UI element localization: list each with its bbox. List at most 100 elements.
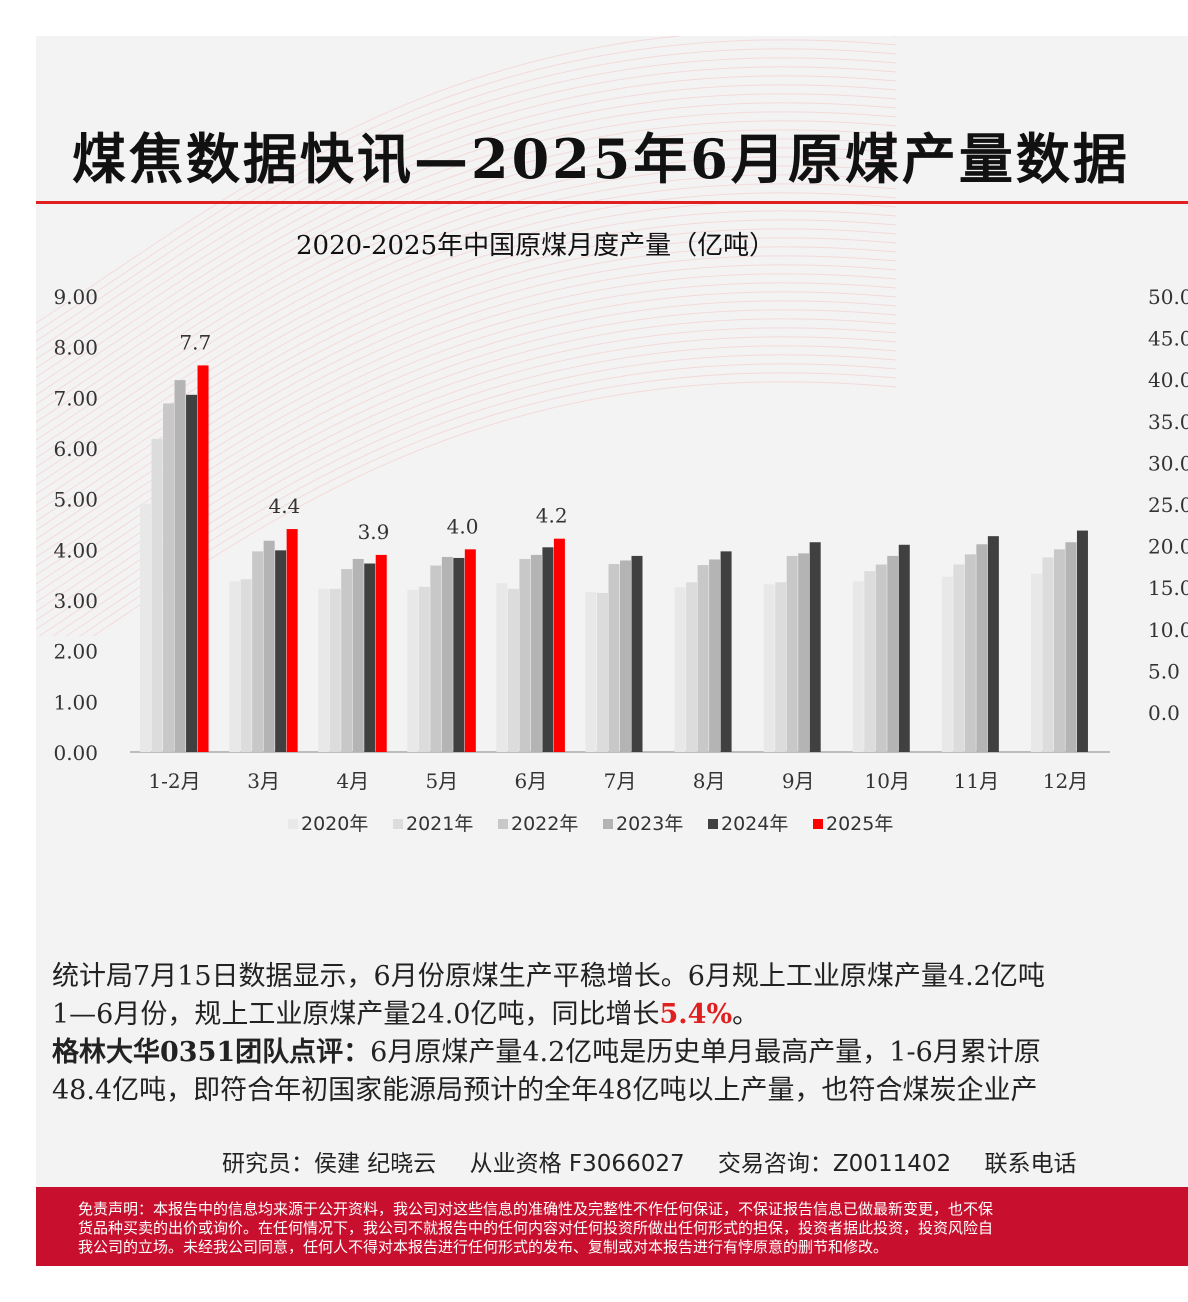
wave-line: [36, 57, 897, 351]
wave-line: [36, 183, 897, 477]
bar: [631, 555, 643, 752]
wave-line: [36, 93, 897, 387]
wave-line: [36, 120, 897, 414]
bar: [197, 365, 209, 752]
y-tick-label: 1.00: [53, 690, 98, 714]
wave-line: [36, 201, 897, 495]
right-axis-tick-label: 15.0: [1148, 576, 1188, 600]
commentary-line-2: 1—6月份，规上工业原煤产量24.0亿吨，同比增长5.4%。: [52, 996, 1188, 1034]
bar: [174, 380, 186, 752]
researcher-names: 研究员：侯建 纪晓云: [222, 1151, 437, 1177]
data-label: 7.7: [179, 330, 211, 354]
y-tick-label: 6.00: [53, 437, 98, 461]
y-tick-label: 7.00: [53, 386, 98, 410]
wave-line: [79, 372, 897, 636]
y-tick-label: 5.00: [53, 488, 98, 512]
y-tick-label: 4.00: [53, 538, 98, 562]
wave-line: [65, 363, 897, 636]
bar: [763, 584, 775, 752]
bar: [519, 558, 531, 752]
x-tick-label: 5月: [425, 769, 458, 793]
bar: [987, 536, 999, 752]
bar: [608, 564, 620, 752]
commentary-line-3: 格林大华0351团队点评：6月原煤产量4.2亿吨是历史单月最高产量，1-6月累计…: [52, 1034, 1188, 1072]
wave-line: [92, 381, 897, 636]
wave-line: [36, 111, 897, 405]
bar: [430, 565, 442, 752]
legend-label: 2021年: [406, 813, 473, 835]
bar: [697, 565, 709, 752]
bar: [542, 547, 554, 752]
wave-line: [36, 255, 897, 549]
title-divider: [36, 201, 1188, 204]
legend-label: 2022年: [511, 813, 578, 835]
wave-line: [36, 138, 897, 432]
x-tick-label: 4月: [336, 769, 369, 793]
wave-line: [52, 354, 897, 636]
legend-swatch: [288, 819, 298, 829]
bar: [275, 550, 287, 752]
page-title: 煤焦数据快讯—2025年6月原煤产量数据: [72, 127, 1130, 191]
legend-swatch: [708, 819, 718, 829]
commentary-line-1: 统计局7月15日数据显示，6月份原煤生产平稳增长。6月规上工业原煤产量4.2亿吨: [52, 961, 1045, 992]
team-comment-label: 格林大华0351团队点评：: [52, 1037, 371, 1068]
qualification-number: 从业资格 F3066027: [469, 1151, 685, 1177]
bar: [240, 579, 252, 752]
commentary-line-4: 48.4亿吨，即符合年初国家能源局预计的全年48亿吨以上产量，也符合煤炭企业产: [52, 1075, 1038, 1106]
y-tick-label: 9.00: [53, 285, 98, 309]
bar: [585, 591, 597, 752]
wave-line: [36, 192, 897, 486]
team-comment-text: 6月原煤产量4.2亿吨是历史单月最高产量，1-6月累计原: [370, 1037, 1041, 1068]
bar: [441, 556, 453, 752]
right-axis-tick-label: 35.0: [1148, 410, 1188, 434]
legend-swatch: [393, 819, 403, 829]
legend-swatch: [813, 819, 823, 829]
bar: [709, 559, 721, 752]
bar: [1030, 573, 1042, 752]
bar: [620, 560, 631, 752]
wave-line: [36, 300, 897, 594]
bar: [352, 558, 364, 752]
bar: [252, 551, 264, 752]
bar: [553, 538, 565, 752]
contact-phone-label: 联系电话: [984, 1151, 1077, 1177]
right-axis-tick-label: 45.0: [1148, 327, 1188, 351]
chart-title: 2020-2025年中国原煤月度产量（亿吨）: [296, 231, 776, 261]
bar: [329, 588, 341, 752]
y-tick-label: 2.00: [53, 640, 98, 664]
bar: [964, 554, 976, 752]
bar: [898, 544, 910, 752]
wave-line: [36, 246, 897, 540]
wave-line: [38, 345, 897, 636]
legend-label: 2025年: [826, 813, 893, 835]
right-axis-tick-label: 0.0: [1148, 701, 1180, 725]
wave-line: [36, 36, 896, 324]
wave-line: [36, 336, 897, 630]
bar: [507, 588, 519, 752]
bar: [1065, 542, 1077, 752]
bar: [720, 551, 732, 752]
data-label: 4.2: [536, 504, 568, 528]
right-axis-tick-label: 50.0: [1148, 285, 1188, 309]
commentary-line-2-text: 1—6月份，规上工业原煤产量24.0亿吨，同比增长: [52, 999, 660, 1030]
bar: [809, 542, 821, 752]
bar: [186, 394, 198, 752]
disclaimer-line-2: 货品种买卖的出价或询价。在任何情况下，我公司不就报告中的任何内容对任何投资所做出…: [78, 1219, 994, 1237]
bar: [686, 582, 698, 752]
wave-line: [36, 147, 897, 441]
bar: [864, 571, 876, 752]
commentary: 统计局7月15日数据显示，6月份原煤生产平稳增长。6月规上工业原煤产量4.2亿吨…: [52, 958, 1188, 1110]
bar: [229, 581, 241, 752]
bar: [286, 529, 298, 752]
disclaimer-line-3: 我公司的立场。未经我公司同意，任何人不得对本报告进行任何形式的发布、复制或对本报…: [78, 1238, 889, 1256]
disclaimer-banner: 免责声明：本报告中的信息均来源于公开资料，我公司对这些信息的准确性及完整性不作任…: [36, 1187, 1188, 1266]
y-tick-label: 8.00: [53, 336, 98, 360]
legend-label: 2023年: [616, 813, 683, 835]
x-tick-label: 11月: [954, 769, 999, 793]
legend-label: 2024年: [721, 813, 788, 835]
x-tick-label: 9月: [782, 769, 815, 793]
wave-line: [36, 156, 897, 450]
wave-line: [36, 75, 897, 369]
bar: [798, 553, 810, 752]
wave-line: [36, 327, 897, 621]
